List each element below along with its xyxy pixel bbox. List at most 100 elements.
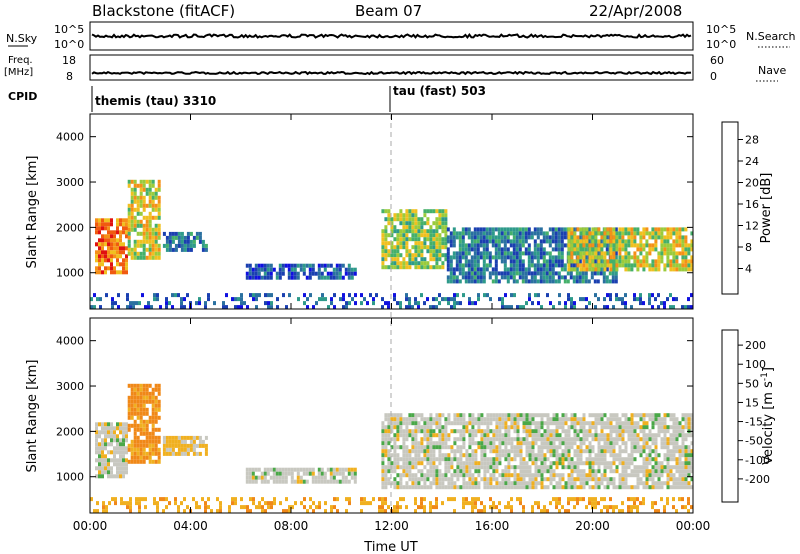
heatmap-cell — [609, 445, 613, 450]
heatmap-cell — [624, 301, 627, 306]
heatmap-cell — [317, 275, 321, 280]
heatmap-cell — [645, 485, 649, 490]
heatmap-cell — [387, 213, 391, 218]
heatmap-cell — [684, 453, 688, 458]
heatmap-cell — [399, 465, 403, 470]
heatmap-cell — [332, 275, 336, 280]
heatmap-cell — [142, 411, 146, 416]
heatmap-cell — [507, 305, 510, 310]
heatmap-cell — [136, 455, 140, 460]
heatmap-cell — [651, 413, 655, 418]
heatmap-cell — [151, 427, 155, 432]
heatmap-cell — [507, 481, 511, 486]
heatmap-cell — [384, 481, 388, 486]
heatmap-cell — [678, 445, 682, 450]
heatmap-cell — [107, 266, 110, 271]
heatmap-cell — [573, 267, 577, 272]
heatmap-cell — [621, 441, 625, 446]
heatmap-cell — [148, 243, 152, 248]
heatmap-cell — [488, 231, 492, 236]
heatmap-cell — [108, 501, 111, 506]
heatmap-cell — [654, 449, 658, 454]
heatmap-cell — [122, 422, 125, 427]
heatmap-cell — [582, 481, 586, 486]
heatmap-cell — [133, 423, 137, 428]
heatmap-cell — [482, 251, 486, 256]
heatmap-cell — [648, 453, 652, 458]
heatmap-cell — [153, 497, 156, 502]
heatmap-cell — [411, 229, 415, 234]
heatmap-cell — [512, 259, 516, 264]
heatmap-cell — [597, 263, 601, 268]
heatmap-cell — [585, 481, 589, 486]
heatmap-cell — [465, 449, 469, 454]
heatmap-cell — [546, 449, 550, 454]
heatmap-cell — [536, 259, 540, 264]
heatmap-cell — [563, 275, 567, 280]
heatmap-cell — [139, 459, 143, 464]
heatmap-cell — [681, 461, 685, 466]
heatmap-cell — [527, 247, 531, 252]
heatmap-cell — [507, 477, 511, 482]
heatmap-cell — [600, 453, 604, 458]
heatmap-cell — [441, 241, 445, 246]
heatmap-cell — [151, 423, 155, 428]
heatmap-cell — [594, 263, 598, 268]
heatmap-cell — [468, 421, 472, 426]
heatmap-cell — [651, 433, 655, 438]
heatmap-cell — [154, 403, 158, 408]
heatmap-cell — [411, 305, 414, 310]
heatmap-cell — [654, 441, 658, 446]
heatmap-cell — [260, 263, 264, 268]
heatmap-cell — [678, 263, 682, 268]
heatmap-cell — [591, 255, 595, 260]
heatmap-cell — [504, 433, 508, 438]
heatmap-cell — [263, 267, 267, 272]
heatmap-cell — [180, 451, 184, 456]
heatmap-cell — [444, 457, 448, 462]
heatmap-cell — [446, 239, 450, 244]
heatmap-cell — [311, 267, 315, 272]
heatmap-cell — [621, 477, 625, 482]
heatmap-cell — [672, 297, 675, 302]
heatmap-cell — [127, 183, 131, 188]
heatmap-cell — [473, 239, 477, 244]
heatmap-cell — [621, 297, 624, 302]
heatmap-cell — [582, 433, 586, 438]
heatmap-cell — [119, 454, 122, 459]
heatmap-cell — [444, 233, 448, 238]
heatmap-cell — [471, 501, 474, 506]
heatmap-cell — [660, 239, 664, 244]
heatmap-cell — [441, 429, 445, 434]
heatmap-cell — [690, 461, 694, 466]
heatmap-cell — [402, 421, 406, 426]
heatmap-cell — [438, 457, 442, 462]
heatmap-cell — [426, 449, 430, 454]
heatmap-cell — [479, 243, 483, 248]
heatmap-cell — [95, 422, 98, 427]
heatmap-cell — [347, 479, 351, 484]
heatmap-cell — [473, 267, 477, 272]
heatmap-cell — [639, 477, 643, 482]
heatmap-cell — [447, 413, 451, 418]
heatmap-cell — [360, 509, 363, 514]
heatmap-cell — [441, 413, 445, 418]
heatmap-cell — [105, 505, 108, 510]
heatmap-cell — [417, 421, 421, 426]
heatmap-cell — [564, 481, 568, 486]
heatmap-cell — [560, 247, 564, 252]
heatmap-cell — [125, 222, 128, 227]
heatmap-cell — [636, 481, 640, 486]
heatmap-cell — [639, 481, 643, 486]
heatmap-cell — [606, 417, 610, 422]
heatmap-cell — [570, 441, 574, 446]
heatmap-cell — [681, 267, 685, 272]
heatmap-cell — [192, 435, 196, 440]
heatmap-cell — [479, 227, 483, 232]
heatmap-cell — [470, 243, 474, 248]
heatmap-cell — [483, 421, 487, 426]
heatmap-cell — [390, 221, 394, 226]
heatmap-cell — [495, 505, 498, 510]
heatmap-cell — [438, 449, 442, 454]
heatmap-cell — [518, 267, 522, 272]
